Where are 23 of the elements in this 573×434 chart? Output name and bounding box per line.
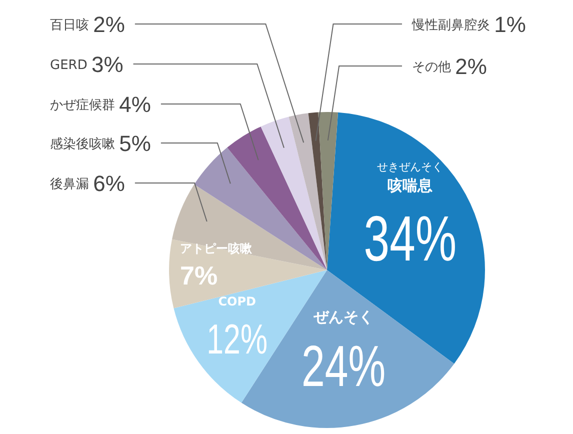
slice-label: 咳喘息 — [388, 176, 434, 194]
data-label: 24% — [302, 334, 386, 399]
data-label: 3% — [91, 52, 124, 77]
data-label: 2% — [93, 12, 125, 37]
slice-label: 後鼻漏 — [50, 177, 89, 192]
data-label: 1% — [494, 12, 526, 37]
slice-label: かぜ症候群 — [50, 98, 115, 113]
data-label: 2% — [455, 54, 487, 79]
data-label: 12% — [206, 315, 268, 362]
slice-label: その他 — [412, 60, 451, 75]
slice-label: ぜんそく — [312, 308, 374, 326]
slice-label: 慢性副鼻腔炎 — [411, 18, 490, 33]
slice-label: 感染後咳嗽 — [50, 137, 115, 152]
data-label: 5% — [119, 131, 151, 156]
text: せきぜんそく — [377, 160, 444, 174]
data-label: 6% — [93, 171, 125, 196]
slice-label: COPD — [218, 294, 256, 308]
data-label: 4% — [119, 92, 151, 117]
slice-label: 百日咳 — [50, 18, 89, 33]
slice-label: GERD — [50, 58, 88, 73]
slice-label: アトピー咳嗽 — [180, 241, 254, 256]
data-label: 7% — [180, 260, 218, 290]
data-label: 34% — [364, 202, 457, 274]
